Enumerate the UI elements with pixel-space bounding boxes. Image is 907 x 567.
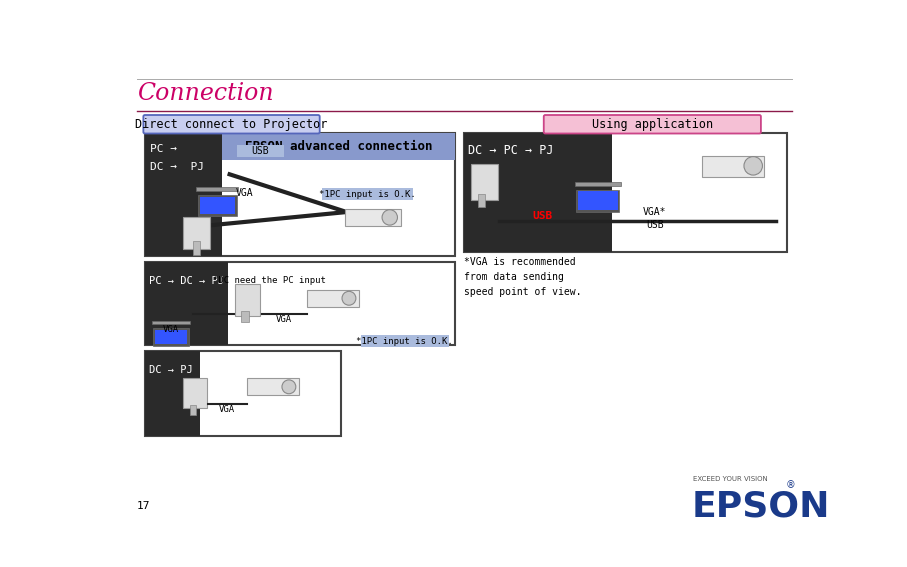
Text: DC → PC → PJ: DC → PC → PJ xyxy=(468,143,554,156)
Text: VGA*: VGA* xyxy=(643,207,667,217)
Text: ®: ® xyxy=(785,480,795,490)
Text: USB: USB xyxy=(646,220,663,230)
Circle shape xyxy=(282,380,296,393)
Bar xyxy=(198,195,237,216)
Text: *1PC input is O.K.: *1PC input is O.K. xyxy=(356,336,454,345)
Bar xyxy=(478,193,485,208)
FancyBboxPatch shape xyxy=(143,115,319,133)
Bar xyxy=(576,190,619,212)
Text: EXCEED YOUR VISION: EXCEED YOUR VISION xyxy=(693,476,768,482)
Text: Using application: Using application xyxy=(591,118,713,131)
Bar xyxy=(197,187,238,191)
Text: Direct connect to Projector: Direct connect to Projector xyxy=(135,118,327,131)
Bar xyxy=(463,133,787,252)
Bar xyxy=(238,145,284,158)
Bar xyxy=(183,378,207,408)
Bar xyxy=(345,209,401,226)
Bar xyxy=(145,262,228,345)
Bar xyxy=(183,217,210,249)
Text: *VGA is recommended
from data sending
speed point of view.: *VGA is recommended from data sending sp… xyxy=(463,257,581,297)
Circle shape xyxy=(744,156,763,175)
Bar xyxy=(241,311,249,322)
Bar xyxy=(463,133,611,252)
Text: VGA: VGA xyxy=(163,325,180,335)
Text: VGA: VGA xyxy=(236,188,254,198)
Bar xyxy=(235,284,259,316)
Bar xyxy=(222,133,455,160)
Text: *1PC input is O.K.: *1PC input is O.K. xyxy=(319,190,415,199)
Bar xyxy=(322,188,413,201)
Bar xyxy=(574,182,620,186)
Text: *DC need the PC input: *DC need the PC input xyxy=(213,276,327,285)
Bar xyxy=(578,191,618,210)
Text: 17: 17 xyxy=(137,501,151,511)
Bar xyxy=(145,352,200,436)
Bar xyxy=(145,262,455,345)
Text: EPSON advanced connection: EPSON advanced connection xyxy=(245,140,433,153)
FancyBboxPatch shape xyxy=(544,115,761,133)
Text: PC →
DC →  PJ: PC → DC → PJ xyxy=(150,143,203,171)
Bar xyxy=(200,197,235,214)
Bar xyxy=(151,320,190,324)
Text: PC → DC → PJ: PC → DC → PJ xyxy=(149,276,224,286)
Bar xyxy=(153,328,189,346)
Bar xyxy=(155,330,187,345)
Bar xyxy=(145,352,341,436)
Bar xyxy=(307,290,359,307)
Bar xyxy=(190,405,197,414)
Bar xyxy=(360,335,449,347)
Bar xyxy=(192,242,200,255)
Text: EPSON: EPSON xyxy=(692,489,830,523)
Bar xyxy=(145,133,222,256)
Text: Connection: Connection xyxy=(137,82,274,105)
Text: DC → PJ: DC → PJ xyxy=(149,365,192,375)
Bar xyxy=(702,156,764,177)
Text: USB: USB xyxy=(251,146,269,156)
Text: USB: USB xyxy=(532,211,552,221)
Bar xyxy=(145,133,455,256)
Bar xyxy=(472,164,498,200)
Circle shape xyxy=(342,291,356,305)
Text: VGA: VGA xyxy=(276,315,291,324)
Bar xyxy=(247,378,299,395)
Text: VGA: VGA xyxy=(219,405,235,414)
Circle shape xyxy=(382,210,397,225)
